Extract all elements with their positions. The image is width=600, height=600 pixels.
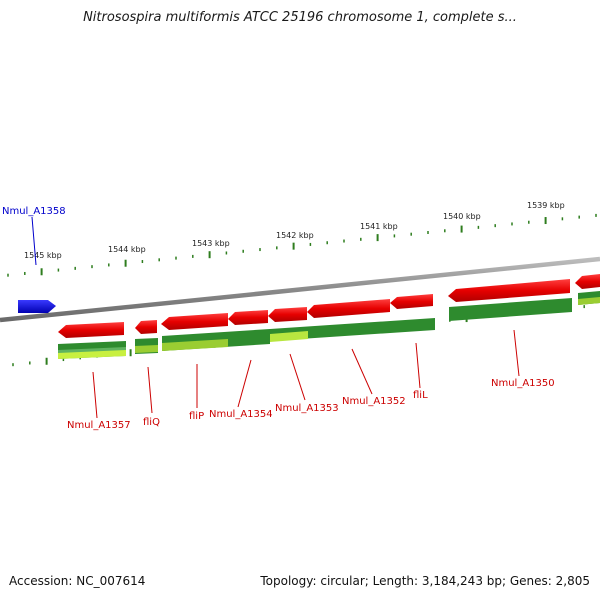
gene-label[interactable]: fliL — [413, 390, 428, 401]
track-segment — [162, 339, 228, 351]
gene-arrow[interactable] — [307, 299, 390, 318]
topology-text: Topology: circular; Length: 3,184,243 bp… — [260, 574, 590, 588]
footer: Accession: NC_007614 Topology: circular;… — [0, 574, 600, 592]
track-segment — [270, 331, 308, 342]
track-segment — [135, 345, 158, 353]
map-title: Nitrosospira multiformis ATCC 25196 chro… — [83, 10, 517, 25]
scale-label: 1541 kbp — [360, 222, 398, 231]
gene-label[interactable]: Nmul_A1354 — [209, 409, 273, 420]
track-segment — [270, 318, 435, 341]
track-segment — [58, 350, 126, 359]
gene-arrow[interactable] — [268, 307, 307, 322]
gene-label[interactable]: fliP — [189, 411, 204, 422]
gene-labels: Nmul_A1357 fliQ fliP Nmul_A1354 Nmul_A13… — [67, 378, 555, 431]
scale-label: 1539 kbp — [527, 201, 565, 210]
gene-arrow[interactable] — [58, 322, 124, 338]
leader-line — [237, 359, 252, 408]
track-segment — [578, 297, 600, 305]
selected-gene-arrow[interactable] — [18, 300, 56, 313]
scale-label: 1544 kbp — [108, 245, 146, 254]
leader-line — [513, 329, 520, 377]
scale-label: 1543 kbp — [192, 239, 230, 248]
leader-line — [415, 342, 421, 389]
scale-labels: 1545 kbp 1544 kbp 1543 kbp 1542 kbp 1541… — [24, 201, 565, 260]
gene-arrow[interactable] — [228, 310, 268, 325]
gene-arrow[interactable] — [448, 279, 570, 302]
label-leaders — [92, 329, 520, 419]
gene-arrow[interactable] — [575, 274, 600, 289]
gene-label[interactable]: Nmul_A1353 — [275, 403, 339, 414]
accession-text: Accession: NC_007614 — [9, 574, 146, 588]
gene-label[interactable]: Nmul_A1352 — [342, 396, 406, 407]
gene-label[interactable]: Nmul_A1350 — [491, 378, 555, 389]
scale-label: 1540 kbp — [443, 212, 481, 221]
leader-line — [92, 371, 98, 419]
feature-tracks — [58, 291, 600, 359]
scale-ticks-top — [7, 213, 597, 277]
gene-arrow[interactable] — [161, 313, 228, 330]
gene-label[interactable]: fliQ — [143, 417, 160, 428]
scale-label: 1545 kbp — [24, 251, 62, 260]
gene-arrow[interactable] — [135, 320, 157, 334]
selected-gene-leader — [31, 216, 37, 266]
selected-gene-label[interactable]: Nmul_A1358 — [2, 206, 66, 217]
gene-label[interactable]: Nmul_A1357 — [67, 420, 131, 431]
track-segment — [449, 298, 572, 321]
leader-line — [147, 366, 153, 414]
gene-arrows — [58, 274, 600, 338]
leader-line — [351, 348, 373, 395]
gene-arrow[interactable] — [390, 294, 433, 309]
chromosome-backbone — [0, 256, 600, 323]
scale-label: 1542 kbp — [276, 231, 314, 240]
leader-line — [289, 353, 306, 401]
